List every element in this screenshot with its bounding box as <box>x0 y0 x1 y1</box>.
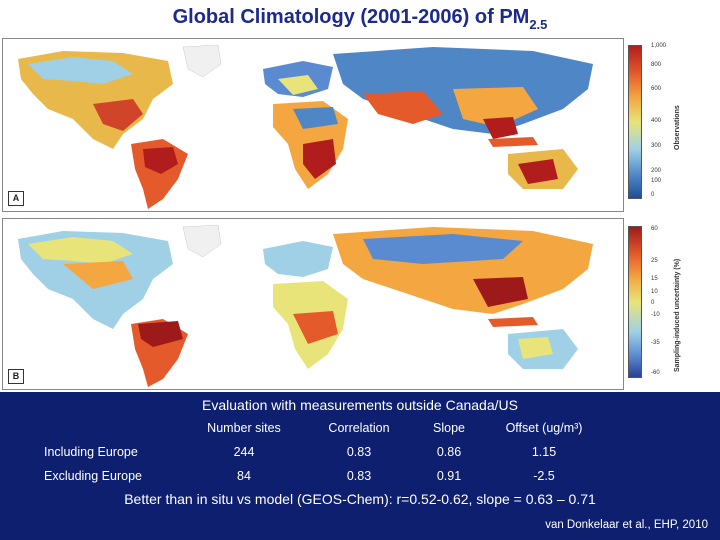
column-header: Number sites <box>207 421 281 435</box>
number-sites-cell: 244 <box>233 445 255 459</box>
colorbar-b-tick: 15 <box>651 276 658 282</box>
colorbar-b-tick: -60 <box>651 370 660 376</box>
colorbar-a-title: Observations <box>674 105 681 150</box>
column-header: Slope <box>433 421 465 435</box>
colorbar-a-tick: 300 <box>651 143 662 149</box>
colorbar-b <box>628 226 642 378</box>
table-row: Excluding Europe 84 0.83 0.91 -2.5 <box>44 464 604 488</box>
offset-cell: -2.5 <box>533 469 555 483</box>
citation: van Donkelaar et al., EHP, 2010 <box>545 519 708 531</box>
column-header: Correlation <box>328 421 390 435</box>
slope-cell: 0.91 <box>436 469 462 483</box>
colorbar-b-tick: 0 <box>651 300 655 306</box>
colorbar-a-tick: 200 <box>651 168 662 174</box>
evaluation-title: Evaluation with measurements outside Can… <box>202 397 518 413</box>
world-map-a <box>18 44 593 209</box>
slope-cell: 0.86 <box>436 445 462 459</box>
table-header-row: Number sites Correlation Slope Offset (u… <box>44 416 604 440</box>
colorbar-b-tick: -10 <box>651 312 660 318</box>
evaluation-table: Number sites Correlation Slope Offset (u… <box>44 416 604 488</box>
europe-b <box>263 241 333 277</box>
colorbar-a-tick: 800 <box>651 62 662 68</box>
world-map-b <box>18 224 593 387</box>
pm25-map-panel-a: A <box>2 38 624 212</box>
offset-cell: 1.15 <box>531 445 557 459</box>
colorbar-b-title: Sampling-induced uncertainty (%) <box>674 258 681 372</box>
colorbar-a-tick: 400 <box>651 118 662 124</box>
colorbar-a-tick: 0 <box>651 192 655 198</box>
comparison-note: Better than in situ vs model (GEOS-Chem)… <box>124 491 596 507</box>
table-row: Including Europe 244 0.83 0.86 1.15 <box>44 440 604 464</box>
pm25-map-panel-b: B <box>2 218 624 390</box>
column-header: Offset (ug/m³) <box>505 421 583 435</box>
colorbar-b-tick: 60 <box>651 226 658 232</box>
slide-title: Global Climatology (2001-2006) of PM2.5 <box>172 6 548 32</box>
colorbar-a-tick: 600 <box>651 86 662 92</box>
row-label: Including Europe <box>44 445 138 459</box>
number-sites-cell: 84 <box>237 469 251 483</box>
panel-label-b: B <box>8 369 24 384</box>
colorbar-a-tick: 1,000 <box>651 43 667 49</box>
correlation-cell: 0.83 <box>346 469 372 483</box>
colorbar-b-tick: 25 <box>651 258 658 264</box>
colorbar-b-tick: -35 <box>651 340 660 346</box>
colorbar-a-tick: 100 <box>651 178 662 184</box>
correlation-cell: 0.83 <box>346 445 372 459</box>
column-header <box>44 416 184 440</box>
row-label: Excluding Europe <box>44 469 142 483</box>
colorbar-a <box>628 45 642 199</box>
colorbar-b-tick: 10 <box>651 289 658 295</box>
panel-label-a: A <box>8 191 24 206</box>
